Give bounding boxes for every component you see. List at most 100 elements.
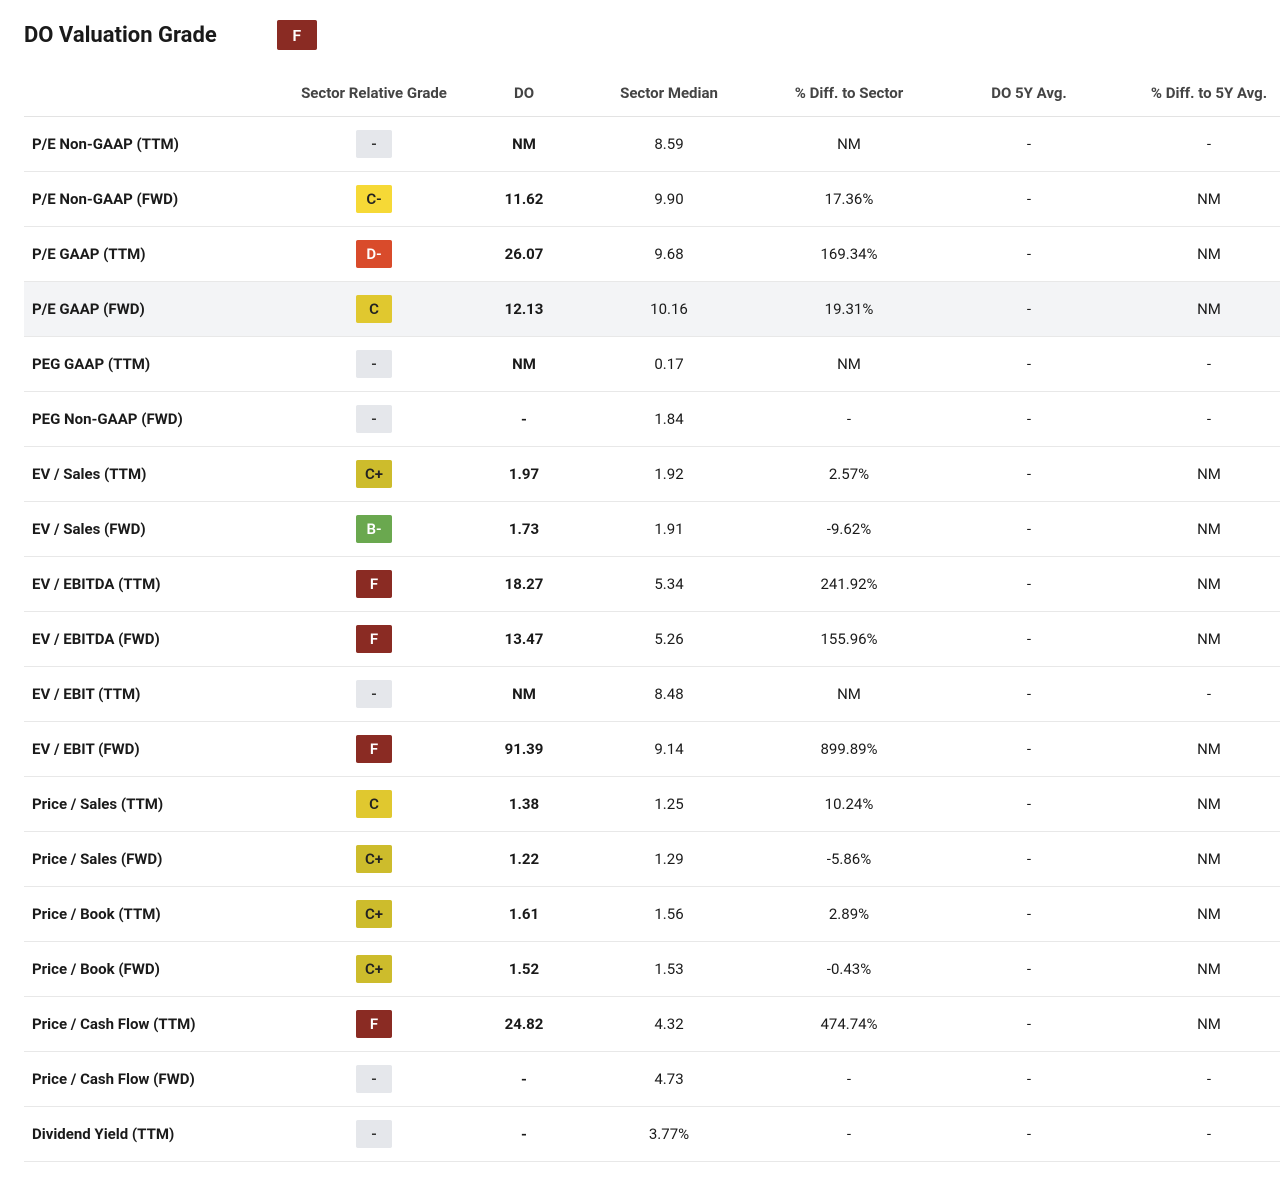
diff-five-year-value: NM: [1114, 282, 1280, 337]
diff-sector-value: 474.74%: [754, 997, 944, 1052]
metric-name[interactable]: EV / EBITDA (TTM): [24, 557, 284, 612]
diff-five-year-value: NM: [1114, 172, 1280, 227]
page-header: DO Valuation Grade F: [24, 20, 1256, 50]
five-year-avg-value: -: [944, 777, 1114, 832]
metric-name[interactable]: Dividend Yield (TTM): [24, 1107, 284, 1162]
diff-five-year-value: -: [1114, 667, 1280, 722]
diff-five-year-value: NM: [1114, 832, 1280, 887]
sector-median-value: 5.26: [584, 612, 754, 667]
metric-name[interactable]: EV / EBIT (TTM): [24, 667, 284, 722]
five-year-avg-value: -: [944, 1107, 1114, 1162]
metric-name[interactable]: Price / Book (TTM): [24, 887, 284, 942]
diff-sector-value: 899.89%: [754, 722, 944, 777]
grade-cell: -: [284, 1052, 464, 1107]
do-value: 18.27: [464, 557, 584, 612]
table-row: PEG GAAP (TTM)-NM0.17NM--: [24, 337, 1280, 392]
sector-median-value: 1.92: [584, 447, 754, 502]
five-year-avg-value: -: [944, 282, 1114, 337]
metric-name[interactable]: Price / Book (FWD): [24, 942, 284, 997]
grade-cell: C+: [284, 887, 464, 942]
table-row: P/E GAAP (TTM)D-26.079.68169.34%-NM: [24, 227, 1280, 282]
table-row: P/E GAAP (FWD)C12.1310.1619.31%-NM: [24, 282, 1280, 337]
sector-median-value: 1.53: [584, 942, 754, 997]
do-value: NM: [464, 667, 584, 722]
diff-sector-value: NM: [754, 117, 944, 172]
diff-five-year-value: NM: [1114, 887, 1280, 942]
diff-sector-value: -: [754, 1052, 944, 1107]
diff-sector-value: 241.92%: [754, 557, 944, 612]
grade-badge: C+: [356, 460, 392, 488]
diff-five-year-value: -: [1114, 337, 1280, 392]
do-value: -: [464, 1052, 584, 1107]
do-value: -: [464, 1107, 584, 1162]
grade-badge: F: [356, 570, 392, 598]
sector-median-value: 3.77%: [584, 1107, 754, 1162]
sector-median-value: 9.90: [584, 172, 754, 227]
metric-name[interactable]: P/E Non-GAAP (TTM): [24, 117, 284, 172]
metric-name[interactable]: EV / EBITDA (FWD): [24, 612, 284, 667]
do-value: 1.22: [464, 832, 584, 887]
metric-name[interactable]: PEG Non-GAAP (FWD): [24, 392, 284, 447]
metric-name[interactable]: Price / Sales (TTM): [24, 777, 284, 832]
diff-sector-value: 169.34%: [754, 227, 944, 282]
metric-name[interactable]: Price / Cash Flow (TTM): [24, 997, 284, 1052]
page-title: DO Valuation Grade: [24, 23, 217, 48]
diff-sector-value: 17.36%: [754, 172, 944, 227]
do-value: 1.73: [464, 502, 584, 557]
do-value: 1.52: [464, 942, 584, 997]
col-do[interactable]: DO: [464, 74, 584, 117]
five-year-avg-value: -: [944, 557, 1114, 612]
sector-median-value: 0.17: [584, 337, 754, 392]
diff-five-year-value: -: [1114, 1107, 1280, 1162]
metric-name[interactable]: EV / Sales (FWD): [24, 502, 284, 557]
valuation-table: Sector Relative Grade DO Sector Median %…: [24, 74, 1280, 1162]
col-sector-grade[interactable]: Sector Relative Grade: [284, 74, 464, 117]
sector-median-value: 10.16: [584, 282, 754, 337]
diff-five-year-value: NM: [1114, 557, 1280, 612]
col-5y-avg[interactable]: DO 5Y Avg.: [944, 74, 1114, 117]
metric-name[interactable]: Price / Cash Flow (FWD): [24, 1052, 284, 1107]
diff-five-year-value: NM: [1114, 502, 1280, 557]
grade-cell: -: [284, 667, 464, 722]
metric-name[interactable]: P/E GAAP (FWD): [24, 282, 284, 337]
table-row: EV / EBITDA (FWD)F13.475.26155.96%-NM: [24, 612, 1280, 667]
do-value: NM: [464, 337, 584, 392]
col-diff-5y[interactable]: % Diff. to 5Y Avg.: [1114, 74, 1280, 117]
metric-name[interactable]: EV / EBIT (FWD): [24, 722, 284, 777]
grade-cell: D-: [284, 227, 464, 282]
diff-sector-value: 10.24%: [754, 777, 944, 832]
five-year-avg-value: -: [944, 502, 1114, 557]
sector-median-value: 1.91: [584, 502, 754, 557]
grade-cell: C+: [284, 942, 464, 997]
table-row: EV / Sales (TTM)C+1.971.922.57%-NM: [24, 447, 1280, 502]
do-value: NM: [464, 117, 584, 172]
five-year-avg-value: -: [944, 612, 1114, 667]
do-value: 26.07: [464, 227, 584, 282]
five-year-avg-value: -: [944, 832, 1114, 887]
diff-five-year-value: NM: [1114, 997, 1280, 1052]
five-year-avg-value: -: [944, 887, 1114, 942]
metric-name[interactable]: EV / Sales (TTM): [24, 447, 284, 502]
metric-name[interactable]: PEG GAAP (TTM): [24, 337, 284, 392]
grade-badge: -: [356, 680, 392, 708]
col-sector-median[interactable]: Sector Median: [584, 74, 754, 117]
table-row: Price / Sales (TTM)C1.381.2510.24%-NM: [24, 777, 1280, 832]
sector-median-value: 1.84: [584, 392, 754, 447]
grade-cell: C: [284, 282, 464, 337]
table-row: Price / Cash Flow (FWD)--4.73---: [24, 1052, 1280, 1107]
col-diff-sector[interactable]: % Diff. to Sector: [754, 74, 944, 117]
five-year-avg-value: -: [944, 337, 1114, 392]
grade-badge: F: [356, 625, 392, 653]
table-row: Price / Sales (FWD)C+1.221.29-5.86%-NM: [24, 832, 1280, 887]
grade-badge: C+: [356, 900, 392, 928]
table-row: P/E Non-GAAP (TTM)-NM8.59NM--: [24, 117, 1280, 172]
metric-name[interactable]: Price / Sales (FWD): [24, 832, 284, 887]
grade-cell: C-: [284, 172, 464, 227]
diff-five-year-value: -: [1114, 1052, 1280, 1107]
col-metric[interactable]: [24, 74, 284, 117]
grade-badge: C: [356, 790, 392, 818]
do-value: 11.62: [464, 172, 584, 227]
metric-name[interactable]: P/E Non-GAAP (FWD): [24, 172, 284, 227]
five-year-avg-value: -: [944, 227, 1114, 282]
metric-name[interactable]: P/E GAAP (TTM): [24, 227, 284, 282]
